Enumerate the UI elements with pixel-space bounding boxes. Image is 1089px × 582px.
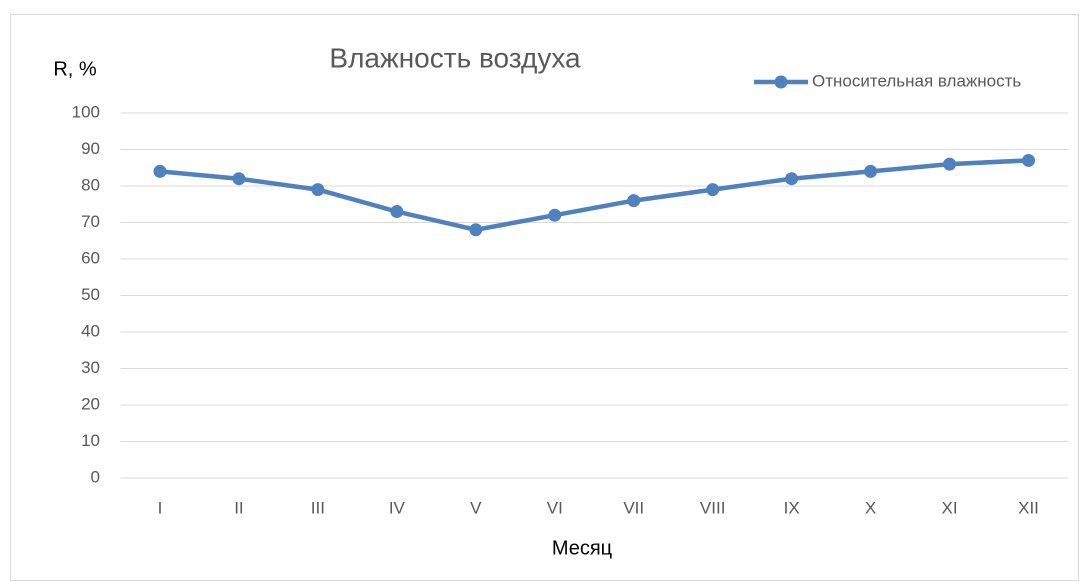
x-tick-label: V [470,498,482,517]
data-point [785,172,799,186]
x-tick-label: VI [547,498,563,517]
data-point [153,164,167,178]
data-point [390,205,404,219]
y-tick-label: 30 [81,358,100,377]
y-tick-label: 40 [81,321,100,340]
x-tick-label: III [311,498,325,517]
data-point [627,194,641,208]
x-tick-label: IX [784,498,800,517]
data-line [157,158,1031,233]
x-tick-label: I [158,498,163,517]
legend-label: Относительная влажность [812,71,1021,90]
data-point [548,208,562,222]
y-tick-label: 90 [81,139,100,158]
data-point [1022,153,1036,167]
x-tick-label: XII [1018,498,1039,517]
x-tick-label: VII [623,498,644,517]
chart-border [10,14,1079,581]
x-tick-label: X [865,498,876,517]
y-tick-label: 10 [81,431,100,450]
legend-marker [774,75,788,89]
x-tick-label: VIII [700,498,726,517]
y-tick-label: 100 [72,102,100,121]
x-axis-label: Месяц [552,537,612,559]
y-tick-label: 20 [81,394,100,413]
data-point [864,164,878,178]
x-tick-label: XI [942,498,958,517]
y-axis-label: R, % [53,58,97,80]
y-tick-label: 60 [81,248,100,267]
x-tick-label: IV [389,498,406,517]
x-tick-label: II [234,498,243,517]
y-tick-label: 70 [81,212,100,231]
data-point [706,183,720,197]
y-tick-label: 80 [81,175,100,194]
data-point [232,172,246,186]
data-point [311,183,325,197]
chart-title: Влажность воздуха [329,42,581,73]
y-tick-label: 50 [81,285,100,304]
data-point [943,157,957,171]
data-point [469,223,483,237]
y-tick-label: 0 [91,467,100,486]
